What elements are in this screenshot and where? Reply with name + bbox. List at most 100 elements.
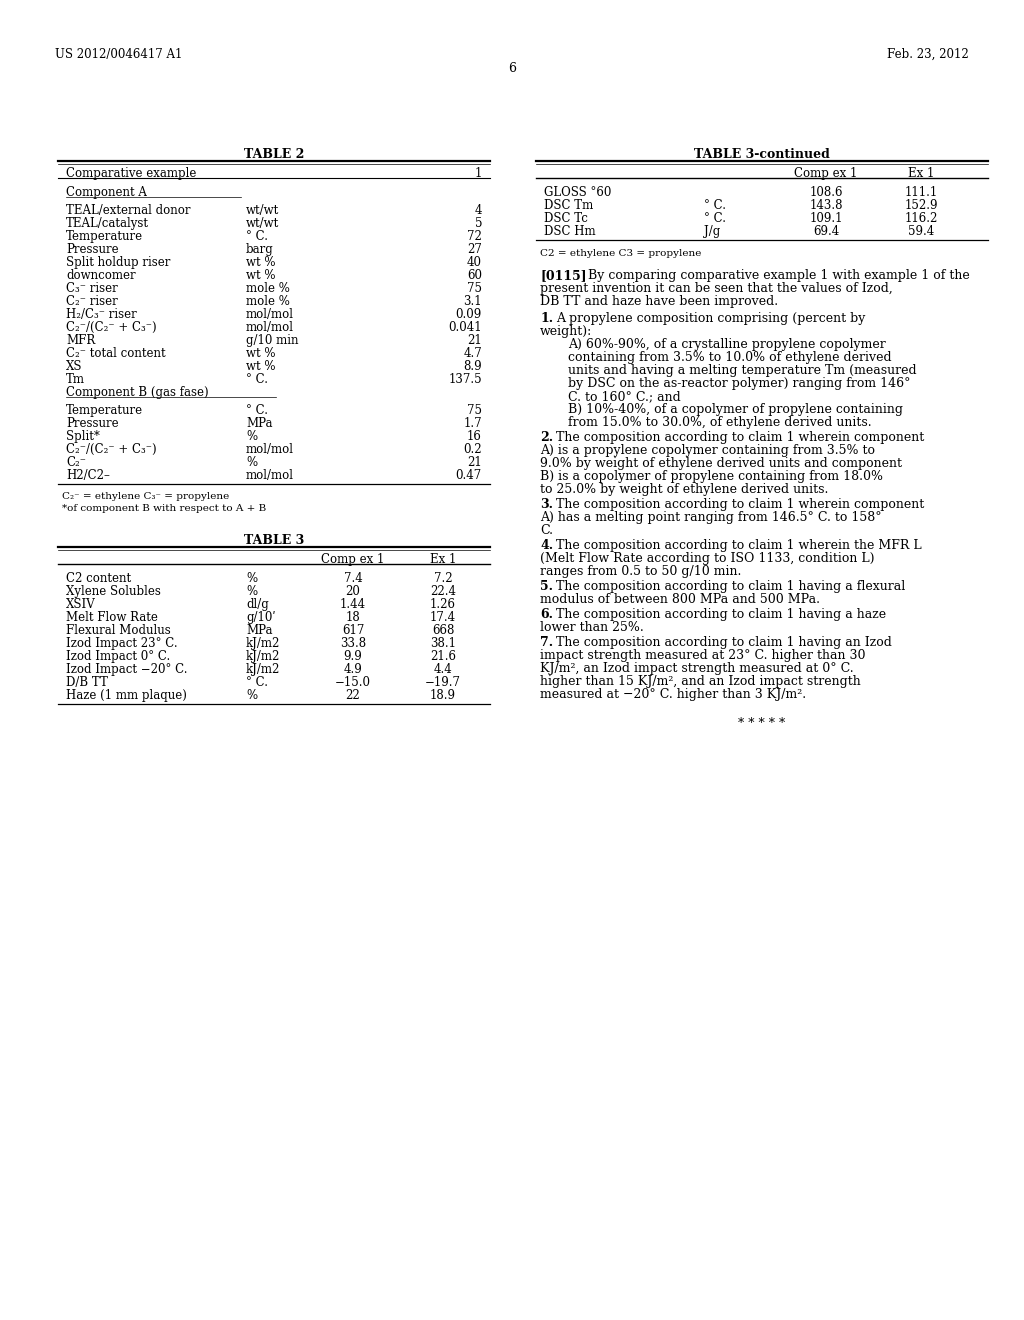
Text: from 15.0% to 30.0%, of ethylene derived units.: from 15.0% to 30.0%, of ethylene derived… xyxy=(568,416,871,429)
Text: MFR: MFR xyxy=(66,334,95,347)
Text: mol/mol: mol/mol xyxy=(246,321,294,334)
Text: US 2012/0046417 A1: US 2012/0046417 A1 xyxy=(55,48,182,61)
Text: [0115]: [0115] xyxy=(540,269,587,282)
Text: 4.7: 4.7 xyxy=(463,347,482,360)
Text: containing from 3.5% to 10.0% of ethylene derived: containing from 3.5% to 10.0% of ethylen… xyxy=(568,351,892,364)
Text: 20: 20 xyxy=(345,585,360,598)
Text: impact strength measured at 23° C. higher than 30: impact strength measured at 23° C. highe… xyxy=(540,649,865,663)
Text: wt/wt: wt/wt xyxy=(246,205,280,216)
Text: Izod Impact −20° C.: Izod Impact −20° C. xyxy=(66,663,187,676)
Text: Flexural Modulus: Flexural Modulus xyxy=(66,624,171,638)
Text: B) 10%-40%, of a copolymer of propylene containing: B) 10%-40%, of a copolymer of propylene … xyxy=(568,403,903,416)
Text: Feb. 23, 2012: Feb. 23, 2012 xyxy=(887,48,969,61)
Text: 9.9: 9.9 xyxy=(344,649,362,663)
Text: by DSC on the as-reactor polymer) ranging from 146°: by DSC on the as-reactor polymer) rangin… xyxy=(568,378,910,389)
Text: 75: 75 xyxy=(467,282,482,294)
Text: TABLE 3-continued: TABLE 3-continued xyxy=(694,148,829,161)
Text: TABLE 3: TABLE 3 xyxy=(244,535,304,546)
Text: ° C.: ° C. xyxy=(705,213,726,224)
Text: lower than 25%.: lower than 25%. xyxy=(540,620,644,634)
Text: Izod Impact 23° C.: Izod Impact 23° C. xyxy=(66,638,177,649)
Text: 6: 6 xyxy=(508,62,516,75)
Text: C₂⁻: C₂⁻ xyxy=(66,455,86,469)
Text: barg: barg xyxy=(246,243,273,256)
Text: 617: 617 xyxy=(342,624,365,638)
Text: kJ/m2: kJ/m2 xyxy=(246,663,281,676)
Text: XS: XS xyxy=(66,360,83,374)
Text: Pressure: Pressure xyxy=(66,243,119,256)
Text: wt/wt: wt/wt xyxy=(246,216,280,230)
Text: 0.2: 0.2 xyxy=(464,444,482,455)
Text: ° C.: ° C. xyxy=(246,676,268,689)
Text: %: % xyxy=(246,572,257,585)
Text: kJ/m2: kJ/m2 xyxy=(246,638,281,649)
Text: GLOSS °60: GLOSS °60 xyxy=(544,186,611,199)
Text: 0.47: 0.47 xyxy=(456,469,482,482)
Text: Ex 1: Ex 1 xyxy=(430,553,456,566)
Text: 72: 72 xyxy=(467,230,482,243)
Text: 1.26: 1.26 xyxy=(430,598,456,611)
Text: 7.4: 7.4 xyxy=(344,572,362,585)
Text: C.: C. xyxy=(540,524,553,537)
Text: −15.0: −15.0 xyxy=(335,676,371,689)
Text: Comp ex 1: Comp ex 1 xyxy=(322,553,385,566)
Text: H₂/C₃⁻ riser: H₂/C₃⁻ riser xyxy=(66,308,137,321)
Text: 0.09: 0.09 xyxy=(456,308,482,321)
Text: 8.9: 8.9 xyxy=(464,360,482,374)
Text: XSIV: XSIV xyxy=(66,598,96,611)
Text: g/10 min: g/10 min xyxy=(246,334,299,347)
Text: higher than 15 KJ/m², and an Izod impact strength: higher than 15 KJ/m², and an Izod impact… xyxy=(540,675,861,688)
Text: mole %: mole % xyxy=(246,294,290,308)
Text: The composition according to claim 1 wherein component: The composition according to claim 1 whe… xyxy=(556,498,925,511)
Text: %: % xyxy=(246,430,257,444)
Text: kJ/m2: kJ/m2 xyxy=(246,649,281,663)
Text: 59.4: 59.4 xyxy=(908,224,934,238)
Text: 116.2: 116.2 xyxy=(904,213,938,224)
Text: wt %: wt % xyxy=(246,256,275,269)
Text: 0.041: 0.041 xyxy=(449,321,482,334)
Text: %: % xyxy=(246,455,257,469)
Text: 1: 1 xyxy=(475,168,482,180)
Text: Pressure: Pressure xyxy=(66,417,119,430)
Text: The composition according to claim 1 having an Izod: The composition according to claim 1 hav… xyxy=(556,636,892,649)
Text: 17.4: 17.4 xyxy=(430,611,456,624)
Text: 69.4: 69.4 xyxy=(813,224,839,238)
Text: 21: 21 xyxy=(467,334,482,347)
Text: TEAL/external donor: TEAL/external donor xyxy=(66,205,190,216)
Text: wt %: wt % xyxy=(246,269,275,282)
Text: DSC Hm: DSC Hm xyxy=(544,224,596,238)
Text: MPa: MPa xyxy=(246,624,272,638)
Text: Comp ex 1: Comp ex 1 xyxy=(795,168,858,180)
Text: Split*: Split* xyxy=(66,430,100,444)
Text: C₂⁻ total content: C₂⁻ total content xyxy=(66,347,166,360)
Text: Temperature: Temperature xyxy=(66,230,143,243)
Text: The composition according to claim 1 wherein the MFR L: The composition according to claim 1 whe… xyxy=(556,539,922,552)
Text: 16: 16 xyxy=(467,430,482,444)
Text: Izod Impact 0° C.: Izod Impact 0° C. xyxy=(66,649,170,663)
Text: 21: 21 xyxy=(467,455,482,469)
Text: C₂⁻ = ethylene C₃⁻ = propylene: C₂⁻ = ethylene C₃⁻ = propylene xyxy=(62,492,229,502)
Text: * * * * *: * * * * * xyxy=(738,717,785,730)
Text: units and having a melting temperature Tm (measured: units and having a melting temperature T… xyxy=(568,364,916,378)
Text: mol/mol: mol/mol xyxy=(246,308,294,321)
Text: 7.: 7. xyxy=(540,636,553,649)
Text: 38.1: 38.1 xyxy=(430,638,456,649)
Text: 40: 40 xyxy=(467,256,482,269)
Text: By comparing comparative example 1 with example 1 of the: By comparing comparative example 1 with … xyxy=(588,269,970,282)
Text: 1.7: 1.7 xyxy=(464,417,482,430)
Text: J/g: J/g xyxy=(705,224,720,238)
Text: present invention it can be seen that the values of Izod,: present invention it can be seen that th… xyxy=(540,282,893,294)
Text: 33.8: 33.8 xyxy=(340,638,366,649)
Text: DSC Tc: DSC Tc xyxy=(544,213,588,224)
Text: Split holdup riser: Split holdup riser xyxy=(66,256,170,269)
Text: to 25.0% by weight of ethylene derived units.: to 25.0% by weight of ethylene derived u… xyxy=(540,483,828,496)
Text: A) has a melting point ranging from 146.5° C. to 158°: A) has a melting point ranging from 146.… xyxy=(540,511,882,524)
Text: 21.6: 21.6 xyxy=(430,649,456,663)
Text: 3.: 3. xyxy=(540,498,553,511)
Text: ° C.: ° C. xyxy=(705,199,726,213)
Text: mol/mol: mol/mol xyxy=(246,444,294,455)
Text: KJ/m², an Izod impact strength measured at 0° C.: KJ/m², an Izod impact strength measured … xyxy=(540,663,854,675)
Text: H2/C2–: H2/C2– xyxy=(66,469,110,482)
Text: 111.1: 111.1 xyxy=(904,186,938,199)
Text: Xylene Solubles: Xylene Solubles xyxy=(66,585,161,598)
